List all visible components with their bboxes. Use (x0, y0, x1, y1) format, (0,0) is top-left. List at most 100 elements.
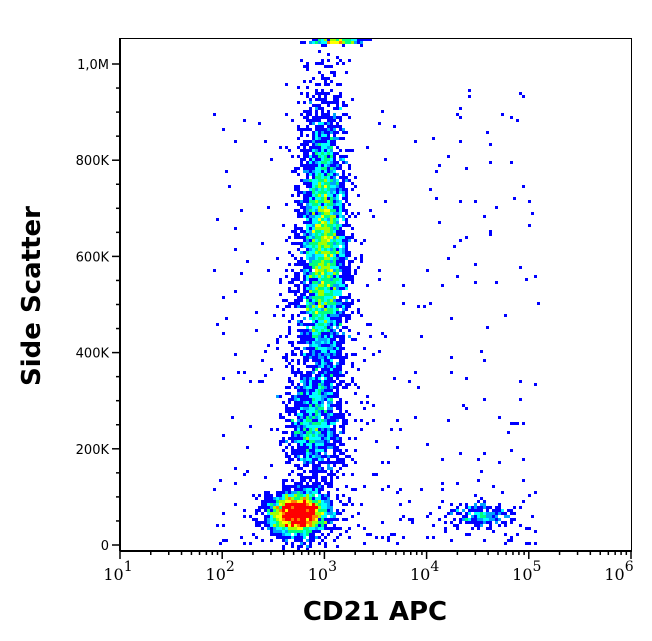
density-cell (306, 392, 309, 395)
density-cell (327, 401, 330, 404)
density-cell (300, 128, 303, 131)
density-cell (315, 374, 318, 377)
density-cell (504, 512, 507, 515)
density-cell (342, 236, 345, 239)
density-cell (330, 314, 333, 317)
density-cell (339, 125, 342, 128)
density-cell (333, 197, 336, 200)
density-cell (345, 245, 348, 248)
density-cell (456, 506, 459, 509)
density-cell (288, 527, 291, 530)
density-cell (348, 536, 351, 539)
density-cell (333, 395, 336, 398)
density-cell (318, 155, 321, 158)
density-cell (306, 491, 309, 494)
density-cell (306, 221, 309, 224)
density-cell (312, 200, 315, 203)
density-cell (285, 488, 288, 491)
density-cell (333, 341, 336, 344)
density-cell (333, 245, 336, 248)
density-cell (354, 176, 357, 179)
density-cell (342, 194, 345, 197)
density-cell (339, 338, 342, 341)
density-cell (327, 110, 330, 113)
density-cell (354, 437, 357, 440)
density-cell (330, 299, 333, 302)
density-cell (324, 410, 327, 413)
density-cell (315, 266, 318, 269)
density-cell (303, 182, 306, 185)
density-cell (222, 512, 225, 515)
density-cell (321, 146, 324, 149)
density-cell (336, 278, 339, 281)
density-cell (297, 362, 300, 365)
density-cell (297, 167, 300, 170)
density-cell (285, 356, 288, 359)
density-cell (312, 38, 315, 41)
density-cell (387, 485, 390, 488)
density-cell (333, 305, 336, 308)
density-cell (327, 311, 330, 314)
density-cell (408, 500, 411, 503)
density-cell (300, 389, 303, 392)
density-cell (321, 437, 324, 440)
density-cell (330, 473, 333, 476)
density-cell (333, 116, 336, 119)
density-cell (291, 383, 294, 386)
density-cell (348, 167, 351, 170)
density-cell (477, 518, 480, 521)
density-cell (327, 170, 330, 173)
density-cell (471, 515, 474, 518)
density-cell (306, 386, 309, 389)
density-cell (339, 266, 342, 269)
density-cell (309, 443, 312, 446)
density-cell (309, 524, 312, 527)
density-cell (330, 431, 333, 434)
density-cell (330, 155, 333, 158)
density-cell (288, 380, 291, 383)
density-cell (348, 293, 351, 296)
density-cell (276, 521, 279, 524)
density-cell (324, 545, 327, 548)
density-cell (465, 515, 468, 518)
density-cell (309, 179, 312, 182)
density-cell (342, 518, 345, 521)
density-cell (333, 311, 336, 314)
density-cell (339, 425, 342, 428)
density-cell (327, 353, 330, 356)
density-cell (321, 488, 324, 491)
density-cell (294, 449, 297, 452)
density-cell (534, 530, 537, 533)
density-cell (336, 179, 339, 182)
density-cell (342, 233, 345, 236)
density-cell (330, 266, 333, 269)
density-cell (351, 488, 354, 491)
density-cell (315, 185, 318, 188)
density-cell (324, 359, 327, 362)
density-cell (339, 206, 342, 209)
density-cell (336, 365, 339, 368)
density-cell (324, 122, 327, 125)
density-cell (510, 509, 513, 512)
density-cell (297, 209, 300, 212)
density-cell (333, 233, 336, 236)
density-cell (282, 299, 285, 302)
density-cell (306, 236, 309, 239)
density-cell (234, 248, 237, 251)
density-cell (297, 527, 300, 530)
density-cell (330, 71, 333, 74)
density-cell (291, 515, 294, 518)
density-cell (279, 491, 282, 494)
density-cell (366, 422, 369, 425)
density-cell (291, 281, 294, 284)
density-cell (324, 83, 327, 86)
density-cell (306, 377, 309, 380)
density-cell (312, 470, 315, 473)
density-cell (318, 98, 321, 101)
density-cell (324, 293, 327, 296)
density-cell (327, 269, 330, 272)
density-cell (345, 71, 348, 74)
density-cell (312, 95, 315, 98)
density-cell (324, 380, 327, 383)
density-cell (330, 200, 333, 203)
